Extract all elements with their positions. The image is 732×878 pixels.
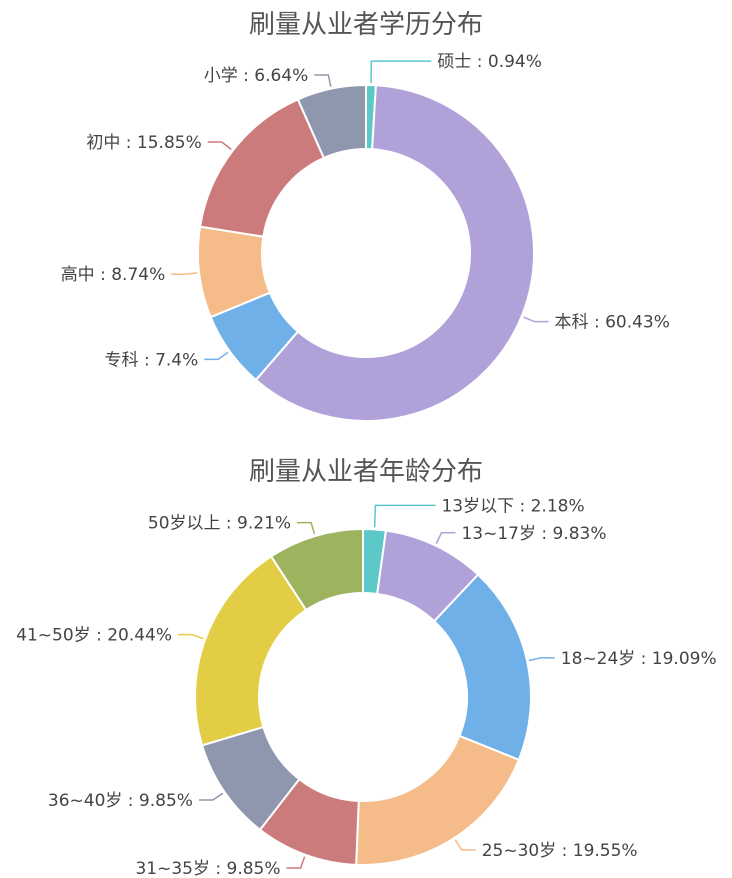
- slice-label-0-0: 硕士 : 0.94%: [437, 52, 542, 72]
- slice-label-0-3: 高中 : 8.74%: [61, 265, 166, 285]
- leader-line-1-1: [435, 532, 456, 544]
- slice-0-1: [254, 84, 535, 422]
- donut-education: 硕士 : 0.94% 本科 : 60.43% 专科 : 7.4% 高中 : 8.74%…: [61, 52, 670, 422]
- slice-0-4: [198, 98, 326, 238]
- slice-label-1-5: 36~40岁 : 9.85%: [48, 791, 193, 811]
- leader-line-0-5: [314, 74, 332, 87]
- slice-label-1-6: 41~50岁 : 20.44%: [16, 626, 172, 646]
- leader-line-1-7: [297, 521, 316, 535]
- chart-title-age: 刷量从业者年龄分布: [249, 457, 483, 487]
- slice-label-1-4: 31~35岁 : 9.85%: [135, 859, 280, 878]
- slice-label-1-1: 13~17岁 : 9.83%: [461, 524, 606, 544]
- leader-line-0-0: [370, 60, 432, 84]
- chart-title-education: 刷量从业者学历分布: [249, 10, 483, 40]
- slice-0-5: [296, 83, 367, 160]
- slice-label-0-1: 本科 : 60.43%: [555, 313, 670, 333]
- slice-label-0-4: 初中 : 15.85%: [86, 133, 201, 153]
- leader-line-1-5: [198, 792, 224, 801]
- slice-label-0-2: 专科 : 7.4%: [105, 350, 199, 370]
- leader-line-0-4: [207, 141, 232, 150]
- leader-line-0-2: [204, 351, 229, 361]
- leader-line-1-4: [286, 856, 306, 869]
- leader-line-1-3: [454, 839, 476, 851]
- leader-line-1-6: [178, 633, 204, 640]
- slice-label-1-2: 18~24岁 : 19.09%: [561, 649, 717, 669]
- slice-label-0-5: 小学 : 6.64%: [204, 66, 309, 86]
- donut-age: 13岁以下 : 2.18% 13~17岁 : 9.83% 18~24岁 : 19.0…: [16, 496, 716, 878]
- leader-line-0-1: [523, 316, 549, 323]
- leader-line-1-2: [528, 657, 555, 662]
- leader-line-0-3: [171, 272, 198, 275]
- leader-line-1-0: [373, 504, 436, 528]
- slice-label-1-0: 13岁以下 : 2.18%: [441, 496, 584, 516]
- slice-label-1-7: 50岁以上 : 9.21%: [148, 514, 291, 534]
- slice-1-7: [269, 527, 364, 612]
- slice-label-1-3: 25~30岁 : 19.55%: [482, 841, 638, 861]
